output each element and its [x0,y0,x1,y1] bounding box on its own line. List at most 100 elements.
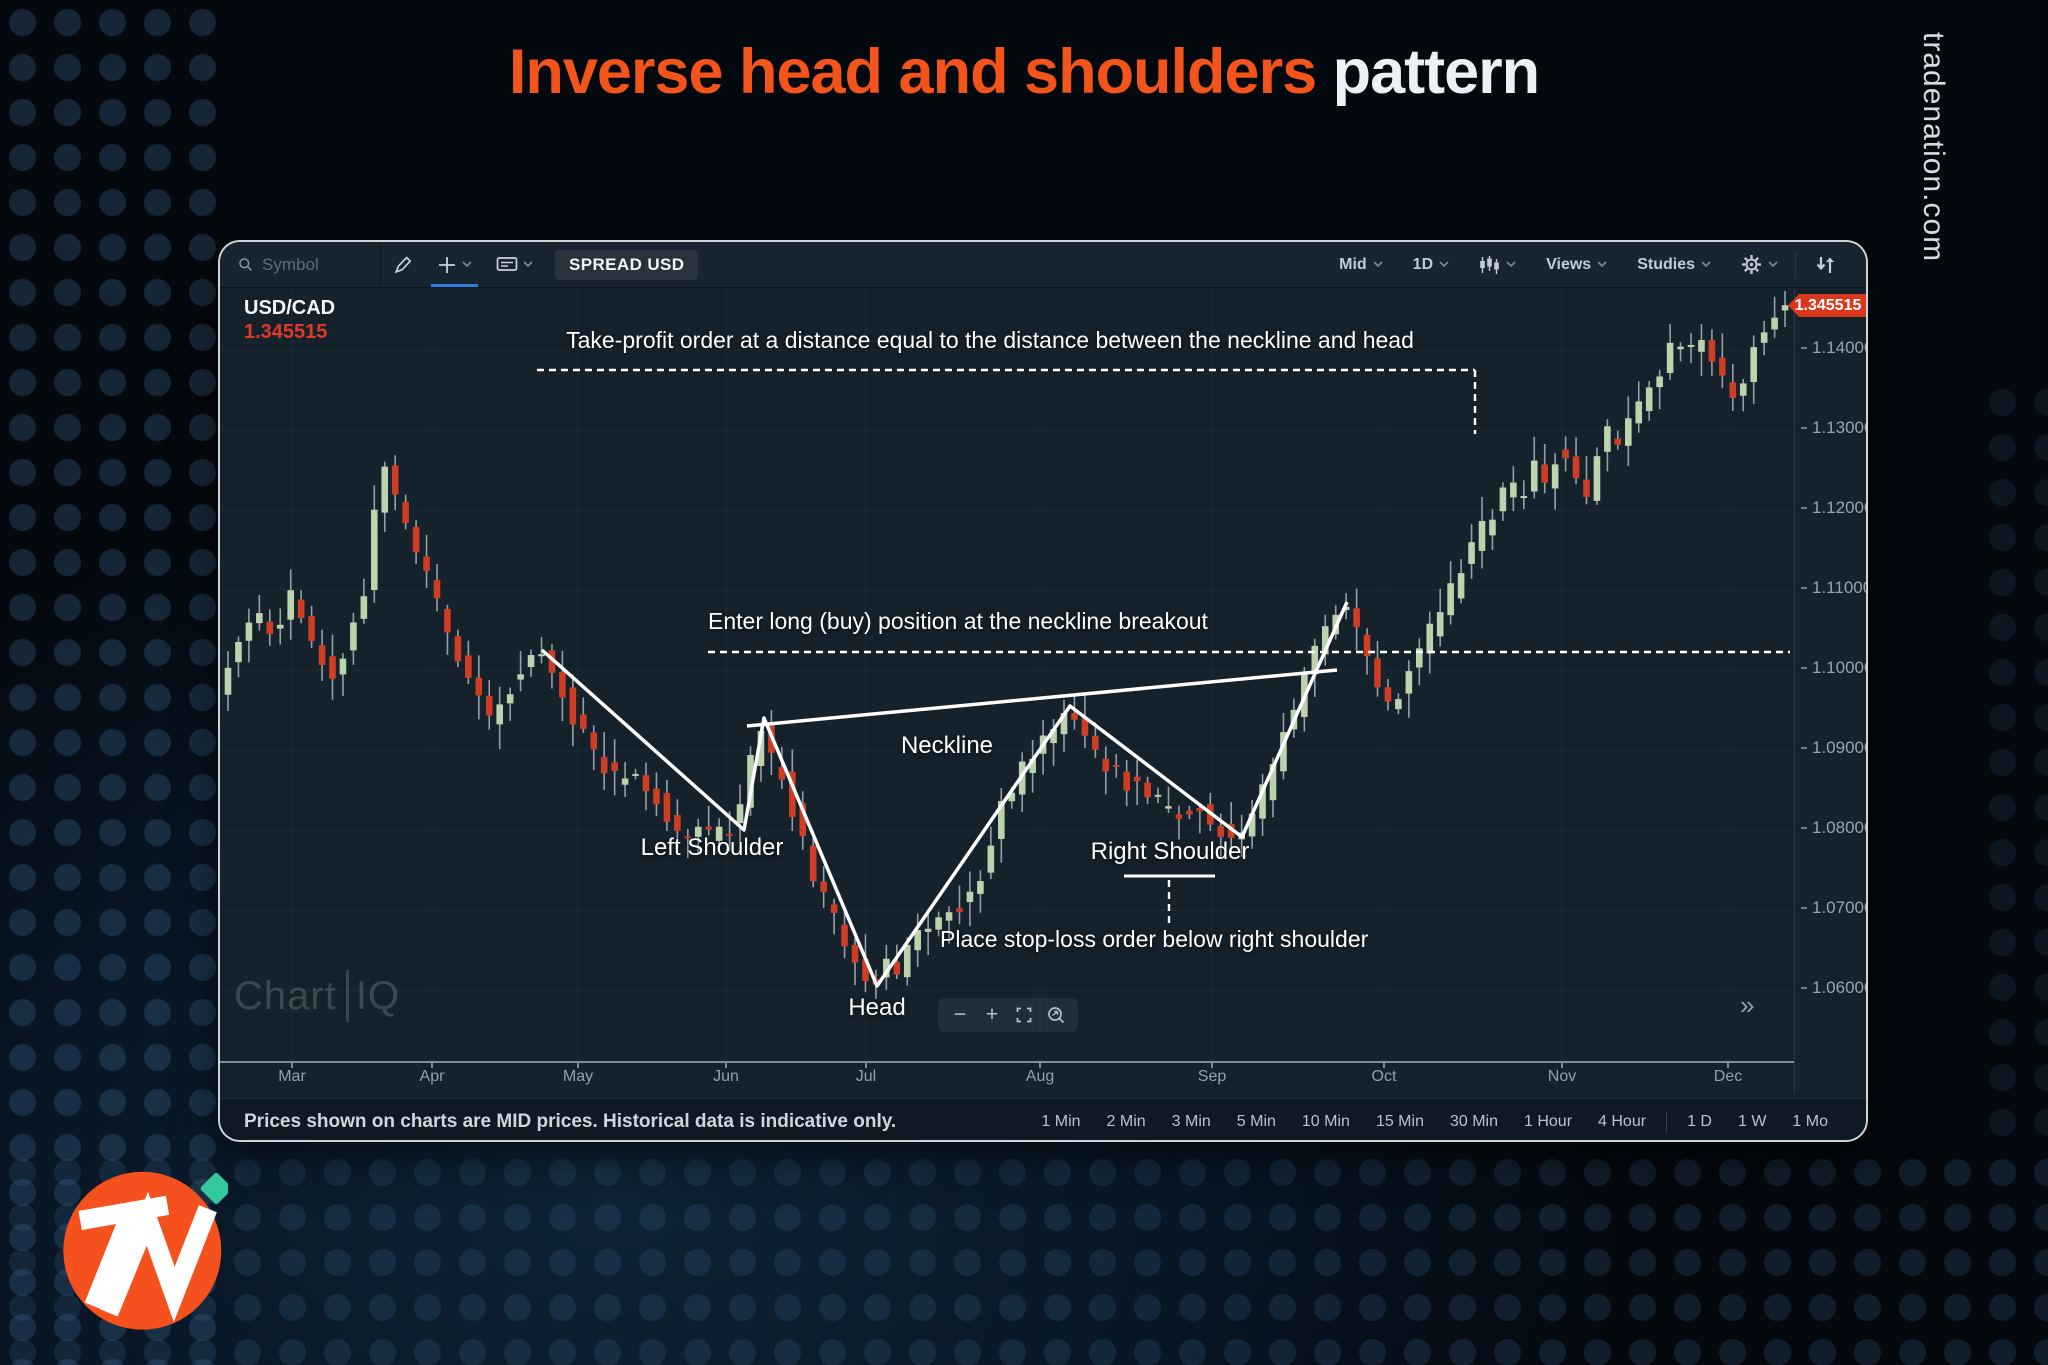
candle-body [1342,606,1350,611]
candle-body [1530,460,1538,492]
y-axis-label: 1.09000 [1801,738,1866,758]
collapse-panel-button[interactable]: » [1740,990,1755,1020]
timeframe-divider [1666,1110,1668,1133]
timeframe-button[interactable]: 10 Min [1301,1112,1350,1130]
candle-body [851,945,859,963]
fullscreen-button[interactable] [1010,1001,1038,1029]
x-axis[interactable]: Mar Apr May Jun Jul Aug Sep Oct Nov Dec [220,1064,1794,1094]
candle-body [475,677,483,696]
candle-body [1384,687,1392,702]
candle-body [1499,487,1507,512]
candle-body [1614,438,1622,445]
symbol-search-input[interactable] [262,254,362,275]
dot-pattern-left [0,0,216,1365]
timeframe-button[interactable]: 1 W [1737,1112,1767,1130]
interval-label: 1D [1412,255,1434,273]
candle-body [1175,814,1183,819]
chart-plot-area[interactable] [220,288,1794,1068]
candle-body [245,622,253,641]
zoom-in-button[interactable]: + [985,1003,999,1026]
candle-body [1604,426,1611,452]
crosshair-tool-button[interactable] [425,242,484,287]
x-axis-label: Dec [1713,1068,1743,1085]
candle-body [694,826,702,837]
chart-type-menu[interactable] [1466,242,1529,288]
candle-body [287,590,294,620]
timeframe-button[interactable]: 1 Mo [1792,1112,1828,1130]
candle-body [642,775,650,792]
candle-body [600,756,608,774]
compare-button[interactable] [1800,242,1852,288]
page-title-accent: Inverse head and shoulders [508,37,1317,107]
timeframe-button[interactable]: 3 Min [1171,1112,1211,1130]
candle-body [1092,735,1099,750]
timeframe-bar: 1 Min 2 Min 3 Min 5 Min 10 Min 15 Min 30 Min 1 … [1031,1109,1866,1135]
zoom-out-button[interactable]: − [953,1003,967,1026]
search-icon [239,258,252,271]
instrument-info: USD/CAD 1.345515 [244,296,335,344]
candle-body [621,778,629,785]
magnifier-button[interactable] [1042,1001,1070,1029]
y-axis-label: 1.12000 [1801,498,1866,518]
price-mode-menu[interactable]: Mid [1326,242,1396,288]
toolbar-divider [380,242,381,288]
views-menu[interactable]: Views [1533,242,1620,288]
instrument-symbol: USD/CAD [244,297,336,319]
timeframe-button[interactable]: 4 Hour [1598,1112,1647,1130]
candle-body [1269,764,1277,801]
timeframe-button[interactable]: 30 Min [1449,1112,1498,1130]
studies-menu[interactable]: Studies [1624,242,1724,288]
y-axis-label: 1.13000 [1801,418,1866,438]
y-axis[interactable]: 1.14000 1.13000 1.12000 1.11000 1.10000 1.090… [1794,288,1866,1094]
timeframe-button[interactable]: 2 Min [1106,1112,1146,1130]
candle-body [924,928,932,932]
timeframe-button[interactable]: 1 Min [1041,1112,1081,1130]
x-axis-label: Jun [713,1068,739,1085]
interval-menu[interactable]: 1D [1400,242,1462,288]
candle-body [1248,813,1256,837]
candle-body [757,730,765,767]
candle-body [1656,376,1663,388]
page-title-rest: pattern [1316,37,1541,107]
candle-body [371,509,378,590]
timeframe-button[interactable]: 1 Hour [1524,1112,1573,1130]
candle-body [1196,807,1204,812]
candle-body [1572,456,1580,479]
candle-body [1489,519,1496,536]
candle-body [548,650,556,674]
chevron-down-icon [1373,261,1383,268]
chevron-down-icon [462,261,472,268]
x-axis-label: Sep [1197,1068,1227,1085]
chevron-down-icon [1439,261,1449,268]
candle-body [506,694,514,704]
y-axis-label: 1.08000 [1801,818,1866,838]
candle-body [590,732,598,750]
timeframe-button[interactable]: 5 Min [1236,1112,1276,1130]
annotation-tool-button[interactable] [484,242,545,287]
candle-body [1541,464,1548,483]
candle-body [1436,612,1444,637]
x-axis-label: May [562,1068,594,1085]
candle-body [1698,339,1705,352]
candle-body [1374,658,1381,688]
symbol-search[interactable] [220,242,380,287]
settings-menu[interactable] [1728,242,1791,288]
draw-tool-button[interactable] [381,242,425,287]
timeframe-button[interactable]: 1 D [1687,1112,1712,1130]
x-axis-label: Mar [278,1068,306,1085]
pencil-icon [394,255,412,273]
y-axis-label: 1.07000 [1801,898,1866,918]
candle-body [830,904,838,914]
neckline-line [746,668,1338,728]
y-axis-label: 1.10000 [1801,658,1866,678]
candle-body [381,466,389,513]
candle-body [1144,782,1151,798]
price-plot[interactable] [220,288,1794,1068]
candle-body [1186,810,1193,815]
candle-body [736,804,744,823]
candle-body [1405,671,1413,694]
x-axis-label: Oct [1371,1068,1397,1085]
spread-usd-button[interactable]: SPREAD USD [555,249,699,280]
candle-body [1029,758,1036,773]
timeframe-button[interactable]: 15 Min [1375,1112,1424,1130]
